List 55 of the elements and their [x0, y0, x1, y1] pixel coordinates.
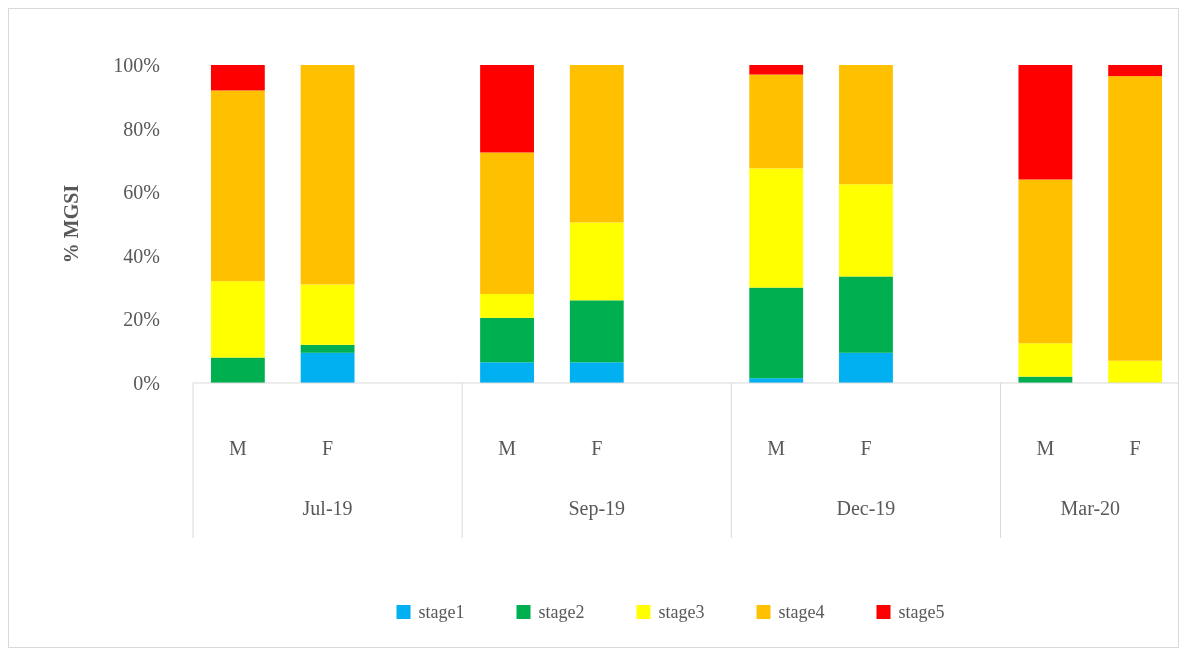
- bar: [480, 65, 534, 153]
- bar: [1018, 179, 1073, 344]
- bar: [1018, 343, 1073, 377]
- bar: [480, 362, 534, 383]
- bar: [1108, 65, 1163, 77]
- bar: [569, 300, 624, 363]
- bar: [480, 293, 534, 318]
- bar: [569, 65, 624, 223]
- x-tick-label: F: [322, 437, 334, 459]
- text: Jul-19: [302, 497, 353, 519]
- y-tick-label: 40%: [123, 244, 160, 267]
- bar: [749, 65, 804, 75]
- legend-label: stage2: [538, 602, 585, 623]
- bar: [480, 152, 534, 294]
- bar: [749, 74, 804, 169]
- bar: [839, 352, 893, 383]
- bar: [839, 65, 893, 185]
- bar: [1108, 360, 1163, 383]
- y-tick-label: 20%: [123, 308, 160, 331]
- x-tick-label: F: [1129, 437, 1141, 459]
- bar: [749, 168, 804, 288]
- y-axis-title: % MGSI: [60, 184, 82, 264]
- bar: [210, 281, 265, 358]
- bar: [749, 287, 804, 379]
- bar: [300, 284, 355, 345]
- legend-label: stage4: [778, 602, 825, 623]
- x-tick-label: F: [860, 437, 872, 459]
- bar: [569, 362, 624, 383]
- text: Mar-20: [1060, 497, 1121, 519]
- x-tick-label: M: [498, 437, 517, 459]
- y-tick-label: 60%: [123, 181, 160, 204]
- bar: [210, 65, 265, 91]
- legend-label: stage1: [418, 602, 465, 623]
- bar: [569, 222, 624, 301]
- bar: [480, 317, 534, 363]
- text: Sep-19: [568, 497, 626, 520]
- bar: [210, 357, 265, 383]
- text: Dec-19: [836, 497, 896, 519]
- bar: [839, 184, 893, 277]
- bar: [210, 90, 265, 282]
- bar: [300, 344, 355, 353]
- bar: [839, 276, 893, 353]
- bar: [1018, 65, 1073, 180]
- x-tick-label: F: [591, 437, 603, 459]
- x-tick-label: M: [228, 437, 247, 459]
- legend-label: stage3: [658, 602, 705, 623]
- y-tick-label: 80%: [123, 117, 160, 140]
- y-tick-label: 0%: [133, 372, 160, 394]
- legend-label: stage5: [898, 602, 945, 623]
- bar: [1108, 76, 1163, 361]
- x-tick-label: M: [1036, 437, 1055, 459]
- bar: [300, 65, 355, 285]
- y-tick-label: 100%: [113, 54, 160, 76]
- x-tick-label: M: [767, 437, 786, 459]
- bar: [300, 352, 355, 383]
